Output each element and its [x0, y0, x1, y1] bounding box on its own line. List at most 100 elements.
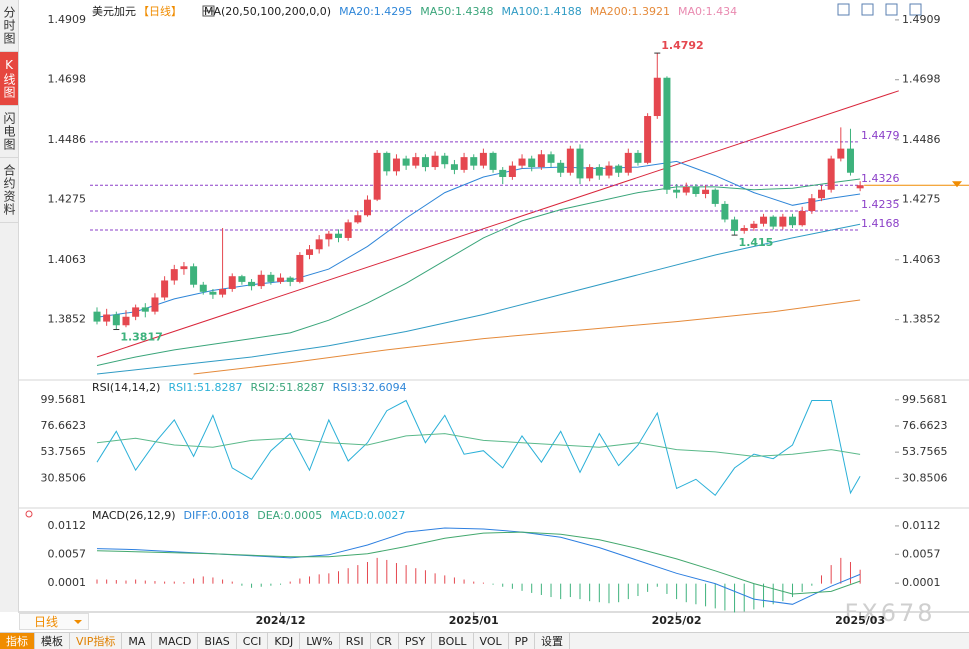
candle-body	[277, 277, 285, 282]
legend-title: MA(20,50,100,200,0,0)	[204, 5, 331, 18]
legend-entry: MA0:1.434	[678, 5, 737, 18]
icon[interactable]	[909, 3, 922, 16]
toolbar-button[interactable]: LW%	[300, 633, 340, 649]
candle-body	[103, 314, 111, 322]
candle-body	[750, 223, 758, 229]
candle-body	[837, 148, 845, 159]
y-tick-label: 1.4909	[48, 13, 87, 26]
candle-body	[624, 152, 632, 173]
icon[interactable]	[861, 3, 874, 16]
legend-entry: MA200:1.3921	[590, 5, 670, 18]
ma-line	[96, 223, 861, 375]
level-label: 1.4235	[861, 198, 900, 211]
candle-body	[112, 314, 120, 326]
y-tick-label: 76.6623	[41, 419, 87, 432]
candle-body	[344, 222, 352, 238]
legend-entry: DEA:0.0005	[257, 509, 322, 522]
candle-body	[479, 152, 487, 166]
rsi-line	[96, 399, 861, 497]
annotation-label: 1.4792	[661, 39, 703, 52]
y-tick-label-right: 0.0001	[902, 576, 941, 589]
panel-title: 美元加元	[92, 5, 136, 18]
toolbar-button[interactable]: RSI	[340, 633, 371, 649]
y-tick-label-right: 1.3852	[902, 313, 941, 326]
candle-body	[248, 281, 256, 287]
candle-body	[151, 297, 159, 312]
y-tick-label-right: 99.5681	[902, 393, 948, 406]
candle-body	[421, 157, 429, 168]
candle-body	[827, 158, 835, 190]
sidebar-tab[interactable]: 闪电图	[0, 106, 18, 158]
toolbar-button[interactable]: BOLL	[432, 633, 474, 649]
panel-title: RSI(14,14,2)	[92, 381, 160, 394]
toolbar-button[interactable]: 设置	[535, 633, 570, 649]
candle-body	[199, 284, 207, 292]
candle-body	[441, 155, 449, 165]
candle-body	[692, 186, 700, 194]
candle-body	[537, 154, 545, 168]
candle-body	[180, 266, 188, 270]
candle-body	[818, 189, 825, 199]
y-tick-label-right: 76.6623	[902, 419, 948, 432]
toolbar-button[interactable]: CR	[371, 633, 399, 649]
candle-body	[296, 254, 304, 282]
candle-body	[354, 215, 362, 223]
candle-body	[460, 157, 468, 170]
candle-body	[412, 157, 420, 166]
candle-body	[132, 307, 140, 317]
candle-body	[431, 155, 439, 168]
y-tick-label: 1.4275	[48, 193, 87, 206]
y-tick-label-right: 1.4486	[902, 133, 941, 146]
legend-entry: RSI2:51.8287	[251, 381, 325, 394]
macd-line	[96, 527, 861, 605]
toolbar-button[interactable]: KDJ	[268, 633, 301, 649]
toolbar-button[interactable]: PP	[509, 633, 535, 649]
candle-body	[325, 233, 333, 240]
candle-body	[499, 169, 507, 177]
candle-body	[335, 233, 342, 238]
candle-body	[489, 152, 497, 170]
y-tick-label: 1.4698	[48, 73, 87, 86]
candle-body	[721, 203, 729, 220]
toolbar-button[interactable]: MACD	[152, 633, 199, 649]
macd-icon	[25, 510, 33, 518]
candle-body	[856, 185, 864, 189]
candle-body	[731, 219, 739, 231]
candle-body	[740, 228, 748, 231]
y-tick-label-right: 30.8506	[902, 471, 948, 484]
candle-body	[170, 269, 178, 281]
panel-title: MACD(26,12,9)	[92, 509, 176, 522]
toolbar: 指标 模板 VIP指标 MA MACD BIAS CCI KDJ LW% RSI CR PSY BOLL…	[0, 632, 969, 649]
candle-body	[93, 311, 101, 322]
x-tick-label: 2024/12	[256, 614, 306, 627]
sidebar-tab[interactable]: 分时图	[0, 0, 18, 52]
icon[interactable]	[837, 3, 850, 16]
toolbar-button[interactable]: 模板	[35, 633, 70, 649]
toolbar-button[interactable]: 指标	[0, 633, 35, 649]
toolbar-button[interactable]: BIAS	[198, 633, 237, 649]
toolbar-button[interactable]: CCI	[237, 633, 269, 649]
candle-body	[450, 164, 458, 170]
candle-body	[402, 158, 410, 166]
legend-entry: RSI1:51.8287	[168, 381, 242, 394]
candle-body	[644, 116, 652, 163]
toolbar-button[interactable]: VOL	[474, 633, 509, 649]
level-label: 1.4479	[861, 129, 900, 142]
toolbar-button[interactable]: VIP指标	[70, 633, 123, 649]
period-select[interactable]: 日线	[19, 613, 89, 630]
y-tick-label: 53.7565	[41, 445, 87, 458]
legend-entry: DIFF:0.0018	[184, 509, 250, 522]
candle-body	[663, 77, 671, 190]
sidebar-tab[interactable]: 合约资料	[0, 158, 18, 223]
sidebar-tab[interactable]: K线图	[0, 52, 18, 106]
candle-body	[769, 216, 777, 227]
toolbar-button[interactable]: PSY	[399, 633, 433, 649]
y-tick-label: 0.0057	[48, 547, 87, 560]
candle-body	[141, 307, 149, 312]
candle-body	[760, 216, 768, 224]
toolbar-button[interactable]: MA	[122, 633, 153, 649]
panel-header: 美元加元 【日线】 MA(20,50,100,200,0,0) MA20:1.4295…	[92, 4, 737, 18]
icon[interactable]	[885, 3, 898, 16]
candle-body	[190, 266, 198, 285]
